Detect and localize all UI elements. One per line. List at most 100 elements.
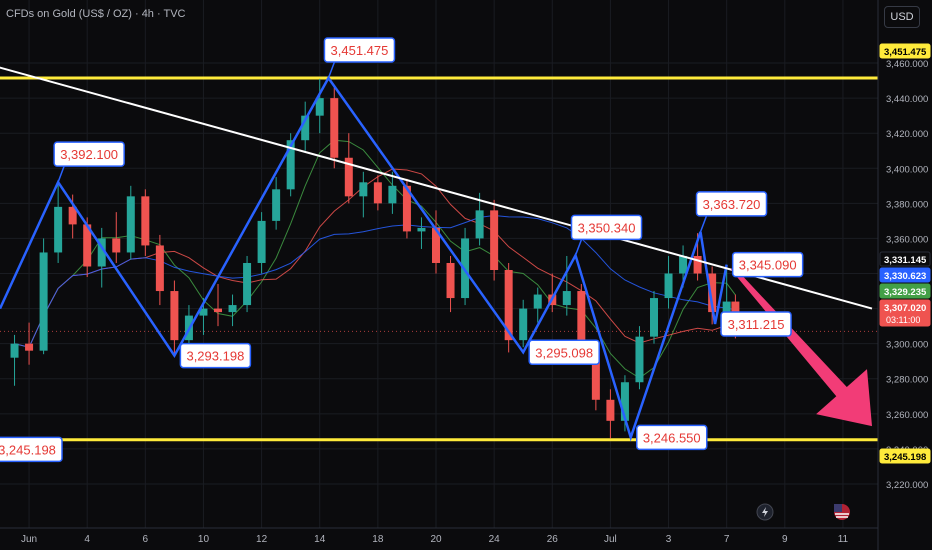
pivot-label-box [53, 141, 125, 167]
pivot-label-text: 3,350.340 [578, 220, 636, 235]
candle-body [68, 206, 77, 225]
time-tick-label: 26 [547, 534, 559, 545]
price-tick-label: 3,260.000 [886, 410, 928, 421]
pivot-label-text: 3,295.098 [535, 345, 593, 360]
us-flag-icon-canton [834, 504, 842, 512]
zigzag-lines [0, 75, 728, 442]
candle-body [25, 343, 34, 351]
price-tag-label: 3,330.623 [884, 271, 926, 282]
price-tag-box [879, 448, 931, 464]
price-tag-box [879, 267, 931, 283]
price-tick-label: 3,380.000 [886, 199, 928, 210]
price-tick-label: 3,400.000 [886, 164, 928, 175]
price-axis[interactable]: 3,220.0003,240.0003,260.0003,280.0003,30… [877, 0, 932, 550]
candle-body [243, 262, 252, 306]
candle-body [504, 270, 513, 341]
candle-body [722, 301, 731, 313]
candle-body [388, 185, 397, 204]
price-tag-label: 3,307.020 [884, 303, 926, 314]
zigzag-path [0, 75, 728, 442]
currency-button[interactable]: USD [884, 6, 920, 28]
moving-average-line [14, 214, 736, 348]
candle-body [199, 308, 208, 316]
candle-body [432, 227, 440, 263]
time-tick-label: 4 [84, 534, 90, 545]
time-tick-label: Jul [604, 534, 617, 545]
candle-body [214, 308, 222, 313]
time-tick-label: 9 [782, 534, 788, 545]
candle-body [39, 252, 48, 351]
trend-line[interactable] [0, 31, 873, 310]
price-tick-label: 3,460.000 [886, 59, 928, 70]
candle-body [315, 98, 324, 116]
pivot-label-pointer [327, 61, 336, 79]
candle-body [10, 343, 19, 358]
candle-body [330, 98, 339, 158]
moving-average-line [14, 139, 736, 379]
price-tick-label: 3,360.000 [886, 234, 928, 245]
pivot-label-pointer [699, 215, 708, 233]
candle-body [257, 220, 266, 263]
price-tag-box [879, 283, 931, 299]
pivot-label-text: 3,293.198 [186, 349, 244, 364]
pivot-label-box [570, 214, 643, 241]
pivot-label-box [731, 251, 804, 278]
pivot-label-box [179, 342, 252, 369]
pivot-label-pointer [574, 239, 583, 256]
time-tick-label: 6 [143, 534, 149, 545]
bottom-icons [756, 503, 850, 521]
pivot-label-text: 3,245.198 [0, 442, 56, 457]
candle-body [359, 182, 368, 197]
candle-body [170, 291, 179, 341]
candle-body [693, 255, 702, 274]
price-tag-box [879, 43, 931, 59]
price-tick-label: 3,280.000 [886, 375, 928, 386]
pivot-label-box [0, 436, 63, 463]
time-tick-label: 24 [489, 534, 501, 545]
candle-body [228, 305, 237, 313]
price-tick-label: 3,440.000 [886, 94, 928, 105]
price-tag-label: 3,329.235 [884, 287, 927, 298]
pivot-label-box [323, 37, 396, 63]
time-tick-label: 7 [724, 534, 730, 545]
pivot-label-box [695, 191, 768, 217]
pivot-label-text: 3,363.720 [703, 197, 761, 212]
candle-body [97, 238, 106, 267]
price-tag-label: 3,451.475 [884, 47, 927, 58]
candle-body [533, 294, 542, 309]
time-axis[interactable]: Jun 4 6 10 12 14 18 20 24 26 Jul 3 7 9 11 [0, 527, 878, 545]
price-tag-label: 3,245.198 [884, 452, 926, 463]
forecast-arrow[interactable] [730, 266, 872, 427]
pivot-label-pointer [57, 165, 65, 183]
candle-body [606, 399, 615, 421]
time-tick-label: 18 [372, 534, 384, 545]
candle-body [272, 189, 281, 221]
candle-body [112, 238, 121, 253]
candle-body [475, 210, 484, 239]
candle-body [679, 255, 688, 274]
candle-body [286, 140, 295, 190]
pivot-label-box [635, 424, 708, 451]
horizontal-levels [0, 76, 878, 442]
candle-body [708, 273, 717, 313]
time-tick-label: 10 [198, 534, 210, 545]
candle-body [344, 157, 353, 197]
candle-body [635, 336, 644, 383]
candle-body [490, 210, 499, 270]
time-tick-label: 12 [256, 534, 268, 545]
pivot-label-text: 3,392.100 [60, 147, 118, 162]
pivot-label-box [528, 339, 600, 366]
candle-body [402, 185, 411, 232]
lightning-icon [756, 503, 774, 521]
candle-body [126, 196, 135, 253]
price-tag-box [879, 251, 931, 267]
price-tag-box [879, 299, 931, 327]
time-tick-label: Jun [21, 534, 37, 545]
candle-body [83, 224, 92, 267]
chart-title: CFDs on Gold (US$ / OZ) · 4h · TVC [6, 8, 186, 20]
price-tick-label: 3,220.000 [886, 480, 928, 491]
candle-body [155, 245, 164, 292]
time-tick-label: 11 [838, 534, 849, 545]
candle-body [650, 298, 658, 337]
